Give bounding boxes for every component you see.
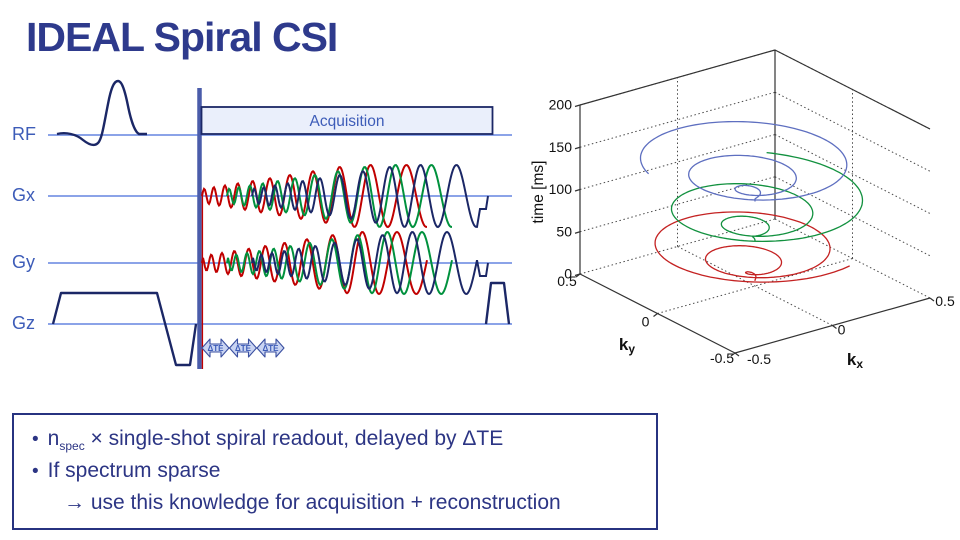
- time-tick: [574, 231, 581, 234]
- notes-box: • nspec × single-shot spiral readout, del…: [12, 413, 658, 530]
- ky-tick-label: -0.5: [710, 350, 734, 366]
- gradient-wave-gy-shot1: [201, 230, 428, 296]
- grid-left-wall: [579, 134, 776, 190]
- time-tick-label: 0: [564, 266, 572, 282]
- bullet-icon: •: [32, 429, 39, 450]
- kx-axis-label: kx: [847, 350, 863, 371]
- slide-title: IDEAL Spiral CSI: [26, 14, 338, 60]
- time-tick-label: 150: [549, 139, 573, 155]
- gradient-wave-gy-shot2: [226, 230, 453, 296]
- delta-te-label: ΔTE: [235, 344, 252, 353]
- pulse-sequence-diagram: RF Gx Gy Gz Acquisition ΔTE ΔTE ΔTE: [12, 79, 512, 369]
- gradient-wave-gx-shot3: [251, 164, 489, 229]
- row-label-RF: RF: [12, 124, 36, 144]
- note-1-text: nspec × single-shot spiral readout, dela…: [47, 427, 504, 454]
- grid-right-wall: [774, 134, 931, 214]
- kx-tick-label: 0: [838, 322, 846, 338]
- note-line-1: • nspec × single-shot spiral readout, del…: [24, 423, 644, 455]
- row-label-Gx: Gx: [12, 185, 35, 205]
- time-tick-label: 200: [549, 97, 573, 113]
- box-top-left-edge: [579, 49, 776, 106]
- box-top-right-edge: [774, 49, 931, 130]
- gradient-wave-gy-shot3: [251, 230, 489, 296]
- row-label-Gz: Gz: [12, 313, 35, 333]
- spiral-trajectory-1: [654, 211, 850, 283]
- bullet-icon: •: [32, 461, 39, 483]
- time-tick: [574, 146, 581, 150]
- row-label-Gy: Gy: [12, 252, 35, 272]
- spiral-trajectory-2: [670, 151, 864, 243]
- time-tick: [574, 104, 581, 108]
- kx-tick: [832, 325, 837, 329]
- gz-trapezoid: [51, 291, 198, 367]
- grid-floor-kx: [657, 258, 853, 314]
- ky-tick: [653, 313, 658, 317]
- grid-floor-ky: [677, 246, 833, 326]
- kx-tick: [929, 297, 935, 302]
- ky-axis-label: ky: [619, 335, 635, 356]
- note-line-3: → use this knowledge for acquisition + r…: [24, 487, 644, 519]
- rf-pulse: [56, 79, 147, 147]
- gz-end-trapezoid: [484, 281, 511, 325]
- kx-tick-label: 0.5: [935, 293, 955, 309]
- kx-tick: [734, 352, 740, 357]
- grid-right-wall: [774, 91, 931, 172]
- time-axis-label: time [ms]: [530, 161, 547, 224]
- time-tick: [574, 188, 581, 192]
- delta-te-label: ΔTE: [263, 344, 280, 353]
- delta-te-arrow-3: [256, 338, 285, 358]
- acquisition-label: Acquisition: [310, 113, 385, 130]
- acquisition-box: [200, 106, 494, 135]
- ky-tick: [575, 273, 581, 278]
- note-2-text: If spectrum sparse: [47, 459, 221, 483]
- spiral-trajectory-3: [639, 120, 848, 203]
- kx-tick-label: -0.5: [747, 351, 771, 367]
- time-tick-label: 50: [556, 223, 572, 239]
- ky-tick-label: 0.5: [557, 273, 577, 289]
- time-tick-label: 100: [549, 181, 573, 197]
- note-3-text: → use this knowledge for acquisition + r…: [64, 490, 561, 514]
- grid-left-wall: [579, 91, 776, 148]
- grid-left-wall: [579, 218, 776, 275]
- ky-tick: [730, 352, 736, 357]
- ky-tick-label: 0: [642, 314, 650, 330]
- note-line-2: • If spectrum sparse: [24, 455, 644, 487]
- delta-te-label: ΔTE: [208, 344, 225, 353]
